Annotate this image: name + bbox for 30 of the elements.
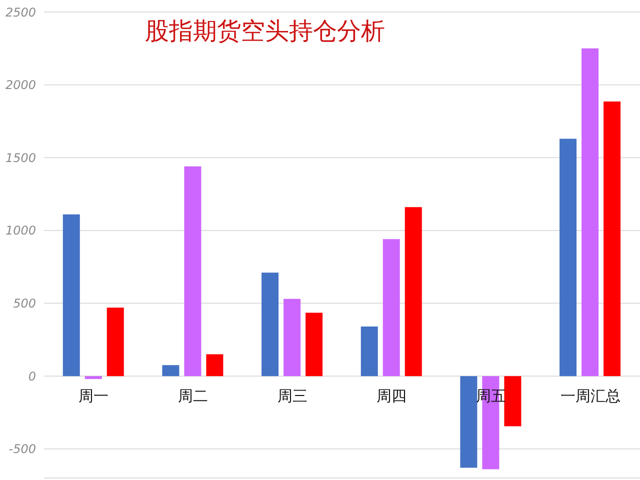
x-tick-label: 周二 <box>178 387 208 406</box>
bar <box>360 326 378 376</box>
bar <box>382 239 400 376</box>
bar <box>582 48 599 376</box>
x-tick-label: 周一 <box>78 387 109 406</box>
y-tick-label: 1000 <box>5 224 36 238</box>
y-tick-label: 500 <box>13 296 36 311</box>
bar <box>460 376 478 468</box>
bar <box>184 166 202 376</box>
y-tick-label: -500 <box>8 442 36 456</box>
bar <box>306 312 323 376</box>
chart-title: 股指期货空头持仓分析 <box>145 16 385 46</box>
bar <box>106 308 124 376</box>
bar <box>62 214 80 376</box>
bar <box>504 376 522 426</box>
bar <box>560 138 577 376</box>
y-tick-label: 0 <box>28 369 36 384</box>
bar <box>206 354 224 376</box>
bar <box>162 365 180 376</box>
x-tick-label: 一周汇总 <box>560 387 620 406</box>
y-tick-label: 2000 <box>5 78 36 92</box>
y-tick-label: 1500 <box>5 150 36 165</box>
bar <box>404 207 422 376</box>
y-tick-label: 2500 <box>5 5 36 20</box>
x-tick-label: 周四 <box>376 387 407 406</box>
bar <box>262 272 279 376</box>
bar <box>284 298 301 376</box>
x-tick-label: 周三 <box>277 387 308 406</box>
bar <box>604 102 621 376</box>
bar <box>84 376 102 379</box>
